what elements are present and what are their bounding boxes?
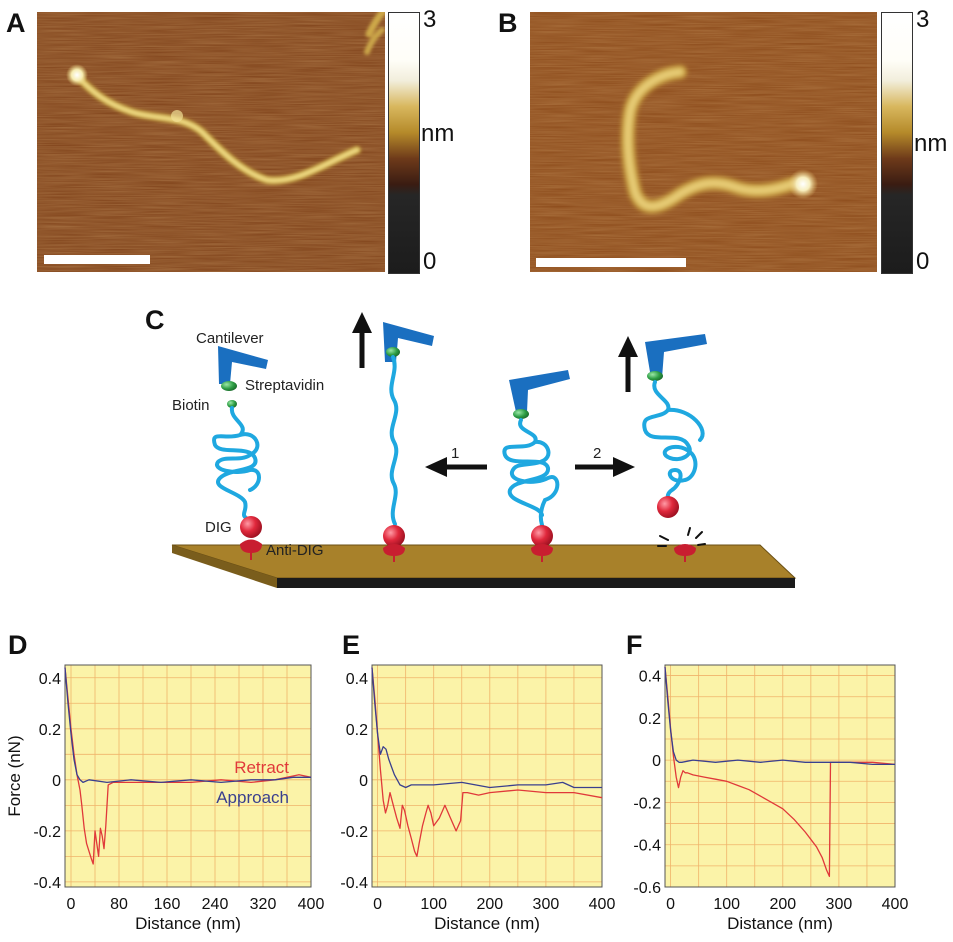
molecule-coiled-2 xyxy=(502,370,570,562)
label-biotin: Biotin xyxy=(172,397,210,414)
x-tick-label-f: 400 xyxy=(882,896,909,913)
x-tick-label-e: 0 xyxy=(373,896,382,913)
x-tick-label-e: 300 xyxy=(533,896,560,913)
label-anti-dig: Anti-DIG xyxy=(266,542,324,559)
molecule-coiled-1 xyxy=(212,346,268,560)
y-tick-label-d: -0.4 xyxy=(33,875,61,892)
panel-label-b: B xyxy=(498,8,518,38)
y-tick-label-f: -0.4 xyxy=(633,838,661,855)
y-tick-label-d: 0.4 xyxy=(39,671,61,688)
plot-frame-f xyxy=(664,664,896,888)
x-tick-label-e: 200 xyxy=(476,896,503,913)
arrow-left-1 xyxy=(425,457,487,477)
label-cantilever: Cantilever xyxy=(196,330,264,347)
x-tick-label-e: 400 xyxy=(589,896,616,913)
schematic-c: Cantilever Streptavidin Biotin DIG Anti-… xyxy=(171,312,797,588)
x-tick-label-d: 0 xyxy=(67,896,76,913)
y-tick-label-f: -0.6 xyxy=(633,880,661,897)
plot-frame-d xyxy=(64,664,312,888)
panel-label-a: A xyxy=(6,8,26,38)
colorbar-a-unit: nm xyxy=(421,120,455,147)
label-arrow-1: 1 xyxy=(451,445,459,462)
colorbar-a-min: 0 xyxy=(423,248,437,275)
y-tick-label-f: 0 xyxy=(652,753,661,770)
colorbar-b-max: 3 xyxy=(916,6,930,33)
x-tick-label-f: 200 xyxy=(769,896,796,913)
y-tick-label-e: -0.2 xyxy=(340,824,368,841)
arrow-right-2 xyxy=(575,457,635,477)
y-tick-label-f: -0.2 xyxy=(633,795,661,812)
pull-arrow-1 xyxy=(352,312,372,368)
molecule-stretched xyxy=(383,322,434,562)
y-tick-label-e: 0.2 xyxy=(346,722,368,739)
y-tick-label-e: 0 xyxy=(359,773,368,790)
panel-label-e: E xyxy=(342,630,361,660)
molecule-detached xyxy=(642,334,707,562)
series-approach-e xyxy=(371,667,602,789)
x-axis-label-d: Distance (nm) xyxy=(135,914,241,933)
y-tick-label-f: 0.2 xyxy=(639,711,661,728)
series-retract-e xyxy=(371,667,603,858)
legend-approach: Approach xyxy=(216,788,289,807)
y-tick-label-d: 0.2 xyxy=(39,722,61,739)
plot-area-d xyxy=(65,665,311,887)
substrate-surface xyxy=(171,544,797,588)
colorbar-a-max: 3 xyxy=(423,6,437,33)
series-retract-d xyxy=(64,667,312,865)
scale-bar-b xyxy=(536,258,686,267)
plot-area-f xyxy=(665,665,895,887)
colorbar-b-unit: nm xyxy=(914,130,948,157)
colorbar-b-min: 0 xyxy=(916,248,930,275)
plot-area-e xyxy=(372,665,602,887)
legend-retract: Retract xyxy=(234,758,289,777)
series-retract-f xyxy=(664,667,896,878)
scale-bar-a xyxy=(44,255,150,264)
x-tick-label-d: 80 xyxy=(110,896,128,913)
panel-label-d: D xyxy=(8,630,28,660)
y-tick-label-e: 0.4 xyxy=(346,671,368,688)
x-tick-label-d: 400 xyxy=(298,896,325,913)
x-axis-label-f: Distance (nm) xyxy=(727,914,833,933)
y-tick-label-d: -0.2 xyxy=(33,824,61,841)
y-tick-label-f: 0.4 xyxy=(639,669,661,686)
x-tick-label-f: 100 xyxy=(713,896,740,913)
y-tick-label-e: -0.4 xyxy=(340,875,368,892)
y-tick-label-d: 0 xyxy=(52,773,61,790)
afm-image-a xyxy=(37,12,385,272)
x-tick-label-e: 100 xyxy=(420,896,447,913)
afm-image-b xyxy=(530,12,877,272)
pull-arrow-2 xyxy=(618,336,638,392)
label-arrow-2: 2 xyxy=(593,445,601,462)
plot-frame-e xyxy=(371,664,603,888)
x-tick-label-d: 320 xyxy=(250,896,277,913)
x-tick-label-d: 160 xyxy=(154,896,181,913)
colorbar-b xyxy=(881,12,913,274)
colorbar-a xyxy=(388,12,420,274)
series-approach-d xyxy=(64,667,311,784)
x-axis-label-e: Distance (nm) xyxy=(434,914,540,933)
label-streptavidin: Streptavidin xyxy=(245,377,324,394)
x-tick-label-f: 0 xyxy=(666,896,675,913)
x-tick-label-d: 240 xyxy=(202,896,229,913)
label-dig: DIG xyxy=(205,519,232,536)
y-axis-label-d: Force (nN) xyxy=(5,735,24,816)
panel-label-c: C xyxy=(145,305,165,335)
panel-label-f: F xyxy=(626,630,643,660)
x-tick-label-f: 300 xyxy=(826,896,853,913)
series-approach-f xyxy=(664,667,895,766)
